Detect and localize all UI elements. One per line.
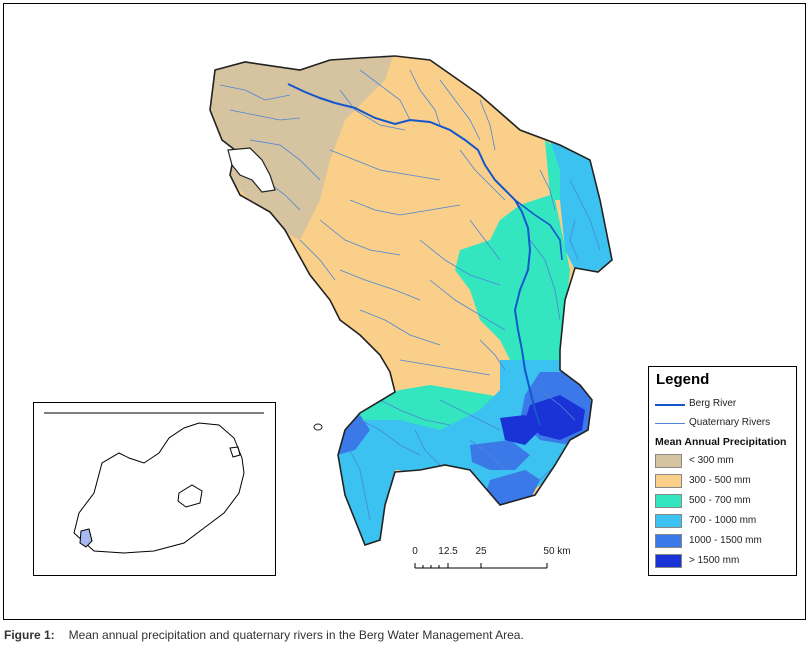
legend-class-3: 500 - 700 mm: [655, 494, 795, 510]
swatch-3: [655, 494, 682, 508]
zone-500-700: [455, 140, 570, 365]
quaternary-rivers-label: Quaternary Rivers: [689, 417, 771, 428]
zone-700-1000-peninsula: [335, 450, 395, 545]
inset-map: [33, 402, 276, 576]
zone-1000-1500-b: [470, 440, 530, 470]
lesotho-outline: [177, 484, 203, 508]
legend-quaternary-rivers: Quaternary Rivers: [655, 417, 795, 431]
caption-label: Figure 1:: [4, 628, 55, 642]
zone-over-1500: [525, 395, 585, 440]
saldanha-lagoon: [227, 147, 276, 193]
caption-text: Mean annual precipitation and quaternary…: [68, 628, 524, 642]
south-africa-outline: [73, 422, 245, 554]
precip-title: Mean Annual Precipitation: [655, 436, 787, 448]
legend-title: Legend: [656, 371, 710, 388]
berg-tributary: [514, 199, 563, 261]
wma-outline: [209, 55, 613, 546]
legend-class-2: 300 - 500 mm: [655, 474, 795, 490]
zone-under-300: [210, 56, 395, 240]
class-label-5: 1000 - 1500 mm: [689, 535, 762, 546]
quaternary-rivers-symbol: [655, 423, 685, 424]
legend-class-5: 1000 - 1500 mm: [655, 534, 795, 550]
scale-label-50: 50 km: [543, 546, 571, 557]
legend-class-1: < 300 mm: [655, 454, 795, 470]
class-label-6: > 1500 mm: [689, 555, 740, 566]
class-label-4: 700 - 1000 mm: [689, 515, 757, 526]
legend-class-6: > 1500 mm: [655, 554, 795, 570]
zone-over-1500-b: [500, 415, 540, 445]
class-label-3: 500 - 700 mm: [689, 495, 751, 506]
swaziland-outline: [229, 446, 241, 458]
legend-class-4: 700 - 1000 mm: [655, 514, 795, 530]
scale-label-12-5: 12.5: [438, 546, 458, 557]
berg-river-label: Berg River: [689, 398, 737, 409]
scale-label-25: 25: [475, 546, 487, 557]
berg-river-symbol: [655, 404, 685, 406]
scale-bar: 0 12.5 25 50 km: [410, 546, 571, 576]
swatch-1: [655, 454, 682, 468]
quaternary-rivers: [219, 69, 601, 521]
swatch-2: [655, 474, 682, 488]
figure-caption: Figure 1: Mean annual precipitation and q…: [4, 628, 524, 642]
island: [313, 423, 323, 431]
scale-label-0: 0: [412, 546, 418, 557]
class-label-1: < 300 mm: [689, 455, 734, 466]
study-area-highlight: [79, 528, 93, 548]
berg-river: [287, 83, 541, 426]
swatch-4: [655, 514, 682, 528]
legend: Legend Berg River Quaternary Rivers Mean…: [648, 366, 797, 576]
swatch-5: [655, 534, 682, 548]
zone-1000-1500-c: [485, 470, 540, 505]
inset-canvas: [44, 412, 264, 554]
swatch-6: [655, 554, 682, 568]
scale-bar-graphic: [414, 563, 548, 569]
class-label-2: 300 - 500 mm: [689, 475, 751, 486]
legend-berg-river: Berg River: [655, 398, 795, 412]
